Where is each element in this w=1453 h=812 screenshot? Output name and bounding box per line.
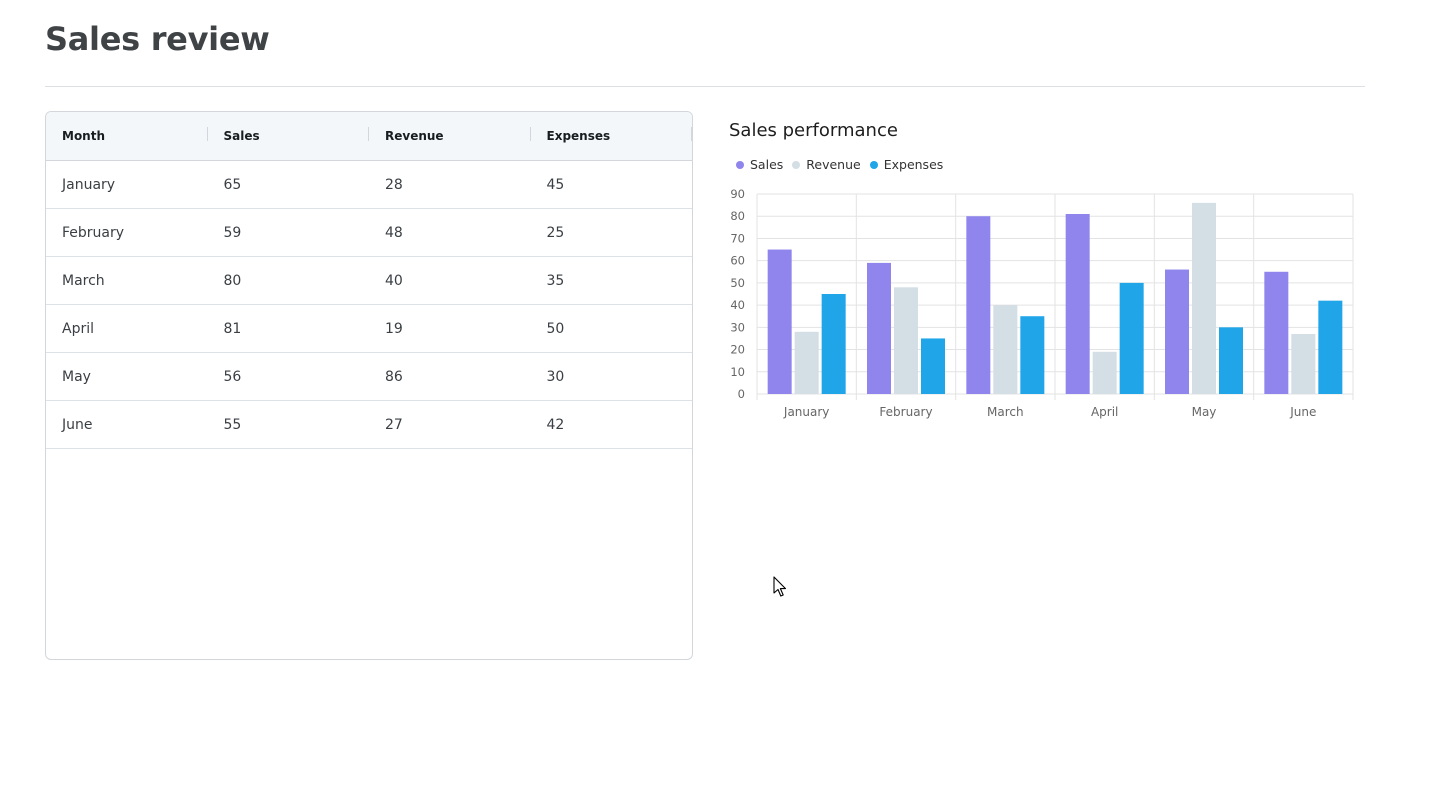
column-header-month[interactable]: Month xyxy=(46,127,208,143)
column-resize-handle[interactable] xyxy=(206,127,208,141)
column-header-revenue[interactable]: Revenue xyxy=(369,127,531,143)
y-tick-label: 20 xyxy=(730,343,745,357)
cell-revenue[interactable]: 27 xyxy=(385,416,403,433)
bar-expenses xyxy=(1020,316,1045,394)
y-tick-label: 50 xyxy=(730,276,745,290)
mouse-cursor-icon xyxy=(773,576,787,597)
table-row[interactable]: January 65 28 45 xyxy=(46,161,692,209)
cell-revenue[interactable]: 86 xyxy=(385,368,403,385)
header-divider xyxy=(45,86,1365,87)
bar-expenses xyxy=(1219,327,1243,394)
cell-month[interactable]: May xyxy=(62,368,91,385)
x-tick-label: March xyxy=(987,405,1024,419)
cell-expenses[interactable]: 42 xyxy=(546,416,565,433)
bar-revenue xyxy=(794,331,819,394)
bar-expenses xyxy=(1318,300,1343,394)
cell-expenses[interactable]: 30 xyxy=(546,368,565,385)
table-row[interactable]: April 81 19 50 xyxy=(46,305,692,353)
column-resize-handle[interactable] xyxy=(529,127,531,141)
y-tick-label: 70 xyxy=(730,231,745,245)
table-row[interactable]: May 56 86 30 xyxy=(46,353,692,401)
x-tick-label: May xyxy=(1192,405,1217,419)
bar-revenue xyxy=(1192,202,1216,394)
cell-sales[interactable]: 80 xyxy=(223,272,242,289)
bar-sales xyxy=(767,249,792,394)
bar-revenue xyxy=(1092,351,1117,394)
bar-sales xyxy=(1165,269,1189,394)
bar-sales xyxy=(867,262,891,394)
bar-expenses xyxy=(821,294,846,394)
bar-revenue xyxy=(1291,334,1316,394)
chart-legend: Sales Revenue Expenses xyxy=(736,157,952,172)
x-tick-label: June xyxy=(1289,405,1316,419)
table-row[interactable]: June 55 27 42 xyxy=(46,401,692,449)
chart-title: Sales performance xyxy=(729,120,898,141)
grid-header: Month Sales Revenue Expenses xyxy=(46,112,692,161)
bar-revenue xyxy=(894,287,918,394)
cell-sales[interactable]: 55 xyxy=(223,416,242,433)
table-row[interactable]: March 80 40 35 xyxy=(46,257,692,305)
legend-item-revenue[interactable]: Revenue xyxy=(792,157,861,172)
y-tick-label: 90 xyxy=(730,187,745,201)
cell-sales[interactable]: 81 xyxy=(223,320,242,337)
legend-marker xyxy=(736,160,744,169)
y-tick-label: 0 xyxy=(738,387,745,401)
bar-sales xyxy=(1264,271,1289,394)
bar-expenses xyxy=(921,338,945,394)
bar-revenue xyxy=(993,305,1018,394)
bar-expenses xyxy=(1119,282,1144,394)
y-tick-label: 80 xyxy=(730,209,745,223)
legend-label: Sales xyxy=(750,157,784,172)
page-title: Sales review xyxy=(45,20,270,58)
cell-expenses[interactable]: 35 xyxy=(546,272,565,289)
cell-sales[interactable]: 65 xyxy=(223,176,242,193)
bar-sales xyxy=(1065,214,1090,394)
y-tick-label: 60 xyxy=(730,254,745,268)
y-tick-label: 30 xyxy=(730,320,745,334)
cell-month[interactable]: March xyxy=(62,272,105,289)
x-tick-label: February xyxy=(879,405,932,419)
cell-month[interactable]: January xyxy=(62,176,116,193)
y-tick-label: 10 xyxy=(730,365,745,379)
bar-chart: 0 10 20 30 40 50 60 70 80 90 January February March A… xyxy=(730,187,1354,419)
y-tick-label: 40 xyxy=(730,298,745,312)
cell-expenses[interactable]: 50 xyxy=(546,320,565,337)
legend-label: Revenue xyxy=(806,157,861,172)
cell-month[interactable]: February xyxy=(62,224,125,241)
cell-expenses[interactable]: 25 xyxy=(546,224,565,241)
cell-month[interactable]: June xyxy=(62,416,93,433)
column-header-sales[interactable]: Sales xyxy=(208,127,369,143)
data-grid: Month Sales Revenue Expenses January 65 … xyxy=(45,111,693,660)
cell-revenue[interactable]: 48 xyxy=(385,224,403,241)
legend-marker xyxy=(869,160,878,169)
x-tick-label: January xyxy=(783,405,830,419)
cell-sales[interactable]: 59 xyxy=(223,224,242,241)
cell-revenue[interactable]: 40 xyxy=(385,272,403,289)
cell-revenue[interactable]: 28 xyxy=(385,176,403,193)
column-resize-handle[interactable] xyxy=(368,127,369,141)
cell-month[interactable]: April xyxy=(62,320,94,337)
cell-sales[interactable]: 56 xyxy=(223,368,242,385)
legend-item-expenses[interactable]: Expenses xyxy=(869,157,944,172)
column-header-expenses[interactable]: Expenses xyxy=(531,127,692,143)
legend-item-sales[interactable]: Sales xyxy=(736,157,783,172)
legend-marker xyxy=(792,160,801,169)
legend-label: Expenses xyxy=(883,157,944,172)
bar-sales xyxy=(966,216,991,394)
column-resize-handle[interactable] xyxy=(691,127,692,141)
cell-revenue[interactable]: 19 xyxy=(385,320,403,337)
cell-expenses[interactable]: 45 xyxy=(546,176,565,193)
table-row[interactable]: February 59 48 25 xyxy=(46,209,692,257)
x-tick-label: April xyxy=(1091,405,1118,419)
